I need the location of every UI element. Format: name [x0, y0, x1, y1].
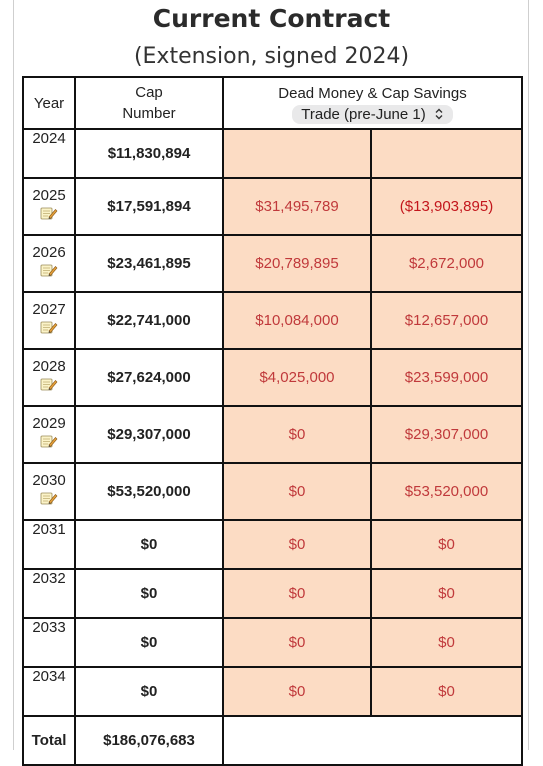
table-row-2031: 2031 $0 $0 $0	[22, 519, 523, 570]
cap-savings-cell	[370, 128, 523, 179]
total-empty-cell	[222, 715, 523, 766]
cap-number-cell: $23,461,895	[74, 234, 224, 293]
scenario-select-value: Trade (pre-June 1)	[301, 105, 426, 123]
total-cap-number: $186,076,683	[74, 715, 224, 766]
column-header-dead-money-cap-savings: Dead Money & Cap Savings Trade (pre-June…	[222, 76, 523, 130]
dead-money-cell: $0	[222, 617, 372, 668]
table-row-2024: 2024 $11,830,894	[22, 128, 523, 179]
page-subtitle: (Extension, signed 2024)	[133, 44, 410, 69]
cap-number-cell: $29,307,000	[74, 405, 224, 464]
dead-money-cell: $0	[222, 462, 372, 521]
memo-pencil-icon[interactable]	[40, 206, 58, 220]
page-frame-right	[528, 0, 529, 750]
table-row-2029: 2029 $29,307,000 $0 $29,307,000	[22, 405, 523, 464]
year-cell: 2034	[22, 666, 76, 717]
year-value: 2030	[32, 472, 66, 489]
year-value: 2034	[32, 668, 66, 685]
cap-savings-cell: $23,599,000	[370, 348, 523, 407]
table-row-2026: 2026 $23,461,895 $20,789,895 $2,672,000	[22, 234, 523, 293]
year-cell: 2030	[22, 462, 76, 521]
cap-number-cell: $0	[74, 617, 224, 668]
dead-money-cell: $0	[222, 568, 372, 619]
total-row: Total $186,076,683	[22, 715, 523, 766]
memo-pencil-icon[interactable]	[40, 491, 58, 505]
dead-money-cell: $0	[222, 666, 372, 717]
year-value: 2029	[32, 415, 66, 432]
dead-money-cell: $0	[222, 519, 372, 570]
cap-savings-cell: $0	[370, 666, 523, 717]
table-row-2032: 2032 $0 $0 $0	[22, 568, 523, 619]
column-header-cap-number: Cap Number	[74, 76, 224, 130]
cap-savings-cell: $29,307,000	[370, 405, 523, 464]
column-header-cap-number-label: Cap Number	[122, 84, 176, 122]
year-cell: 2028	[22, 348, 76, 407]
page-title: Current Contract	[152, 4, 391, 33]
dead-money-cell: $20,789,895	[222, 234, 372, 293]
year-cell: 2031	[22, 519, 76, 570]
scenario-select[interactable]: Trade (pre-June 1)	[292, 104, 453, 124]
cap-number-cell: $27,624,000	[74, 348, 224, 407]
page-frame-left	[13, 0, 14, 750]
year-value: 2024	[32, 130, 66, 147]
table-row-2025: 2025 $17,591,894 $31,495,789 ($13,903,89…	[22, 177, 523, 236]
table-row-2033: 2033 $0 $0 $0	[22, 617, 523, 668]
table-row-2034: 2034 $0 $0 $0	[22, 666, 523, 717]
cap-number-cell: $0	[74, 519, 224, 570]
cap-savings-cell: $12,657,000	[370, 291, 523, 350]
year-value: 2033	[32, 619, 66, 636]
year-cell: 2027	[22, 291, 76, 350]
table-row-2027: 2027 $22,741,000 $10,084,000 $12,657,000	[22, 291, 523, 350]
cap-savings-cell: ($13,903,895)	[370, 177, 523, 236]
year-cell: 2032	[22, 568, 76, 619]
dead-money-cell: $31,495,789	[222, 177, 372, 236]
year-cell: 2033	[22, 617, 76, 668]
memo-pencil-icon[interactable]	[40, 263, 58, 277]
year-value: 2031	[32, 521, 66, 538]
dead-money-cell: $0	[222, 405, 372, 464]
year-cell: 2026	[22, 234, 76, 293]
cap-savings-cell: $53,520,000	[370, 462, 523, 521]
cap-savings-cell: $2,672,000	[370, 234, 523, 293]
year-value: 2025	[32, 187, 66, 204]
column-header-year: Year	[22, 76, 76, 130]
year-value: 2028	[32, 358, 66, 375]
year-value: 2026	[32, 244, 66, 261]
memo-pencil-icon[interactable]	[40, 377, 58, 391]
cap-number-cell: $11,830,894	[74, 128, 224, 179]
table-header-row: Year Cap Number Dead Money & Cap Savings…	[22, 76, 523, 130]
cap-savings-cell: $0	[370, 617, 523, 668]
memo-pencil-icon[interactable]	[40, 434, 58, 448]
year-value: 2027	[32, 301, 66, 318]
cap-number-cell: $0	[74, 666, 224, 717]
cap-number-cell: $22,741,000	[74, 291, 224, 350]
dead-money-cell	[222, 128, 372, 179]
contract-table: Year Cap Number Dead Money & Cap Savings…	[22, 76, 523, 766]
table-row-2030: 2030 $53,520,000 $0 $53,520,000	[22, 462, 523, 521]
cap-number-cell: $0	[74, 568, 224, 619]
table-row-2028: 2028 $27,624,000 $4,025,000 $23,599,000	[22, 348, 523, 407]
dead-money-cap-savings-label: Dead Money & Cap Savings	[278, 84, 467, 102]
total-label: Total	[22, 715, 76, 766]
dead-money-cell: $4,025,000	[222, 348, 372, 407]
cap-number-cell: $53,520,000	[74, 462, 224, 521]
cap-number-cell: $17,591,894	[74, 177, 224, 236]
cap-savings-cell: $0	[370, 519, 523, 570]
year-cell: 2025	[22, 177, 76, 236]
dead-money-cell: $10,084,000	[222, 291, 372, 350]
chevron-up-down-icon	[434, 108, 444, 120]
year-value: 2032	[32, 570, 66, 587]
year-cell: 2024	[22, 128, 76, 179]
year-cell: 2029	[22, 405, 76, 464]
cap-savings-cell: $0	[370, 568, 523, 619]
memo-pencil-icon[interactable]	[40, 320, 58, 334]
